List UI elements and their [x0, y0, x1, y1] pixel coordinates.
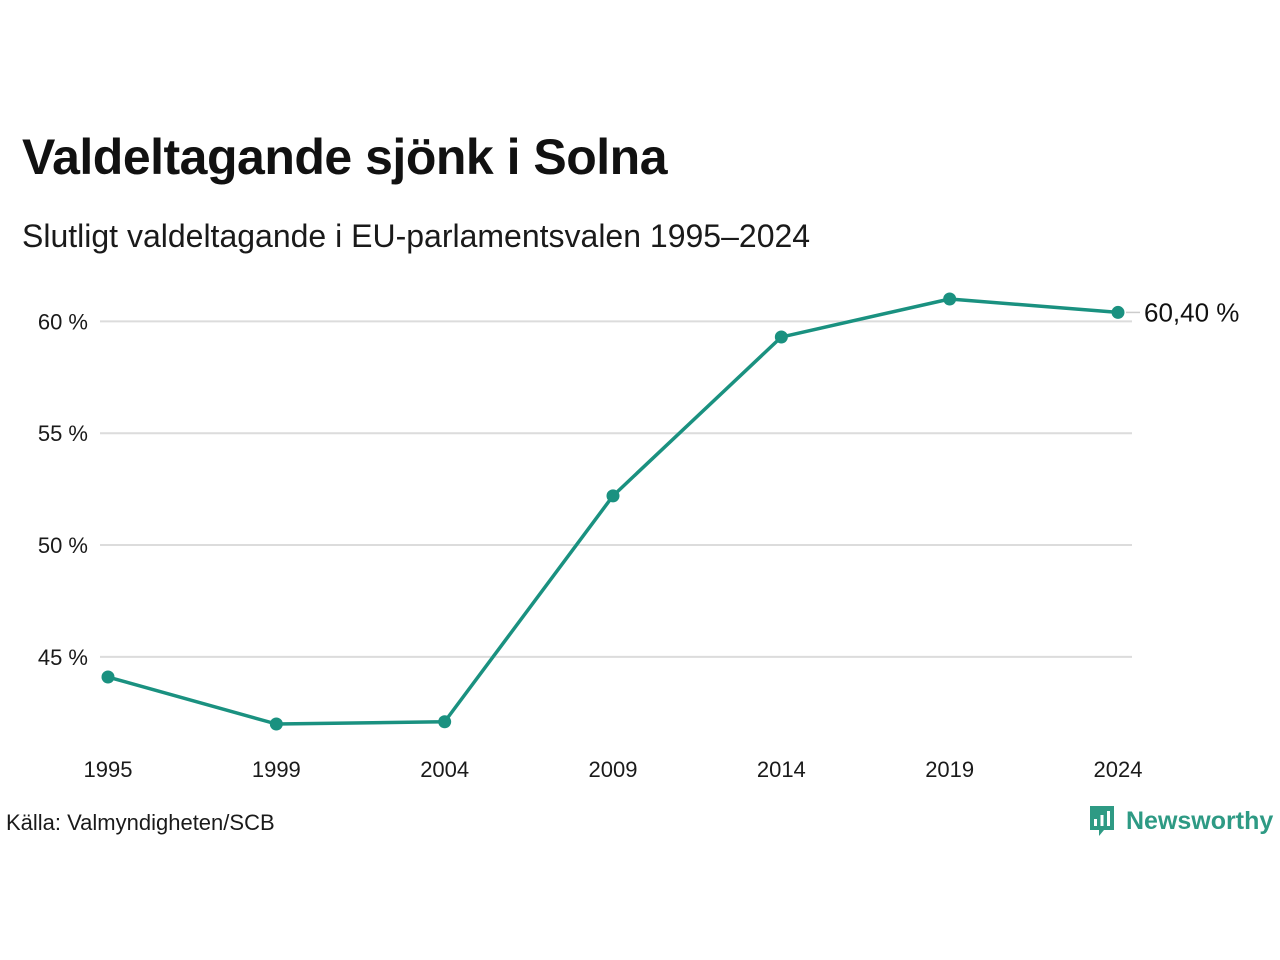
x-tick-label: 2004 [420, 757, 469, 782]
y-axis-tick-labels: 45 % 50 % 55 % 60 % [38, 309, 88, 670]
end-value-label: 60,40 % [1144, 297, 1239, 327]
data-point [101, 670, 115, 684]
y-tick-label: 45 % [38, 645, 88, 670]
data-point [774, 330, 788, 344]
end-label-group: 60,40 % [1126, 297, 1239, 327]
chart-subtitle: Slutligt valdeltagande i EU-parlamentsva… [22, 218, 811, 254]
x-tick-label: 1995 [84, 757, 133, 782]
chart-title: Valdeltagande sjönk i Solna [22, 129, 668, 185]
series-line [106, 297, 1120, 726]
newsworthy-logo: Newsworthy [1088, 804, 1273, 838]
series-group [101, 292, 1125, 731]
y-tick-label: 55 % [38, 421, 88, 446]
x-tick-label: 1999 [252, 757, 301, 782]
x-tick-label: 2024 [1094, 757, 1143, 782]
data-point [438, 715, 452, 729]
gridlines [100, 320, 1132, 658]
y-tick-label: 60 % [38, 309, 88, 334]
y-tick-label: 50 % [38, 533, 88, 558]
source-note: Källa: Valmyndigheten/SCB [6, 810, 275, 835]
x-tick-label: 2019 [925, 757, 974, 782]
data-point [269, 717, 283, 731]
data-point [1111, 305, 1125, 319]
data-point [606, 489, 620, 503]
bar-chart-speech-bubble-icon [1090, 806, 1114, 836]
logo-text: Newsworthy [1126, 806, 1274, 835]
x-axis-tick-labels: 1995 1999 2004 2009 2014 2019 2024 [84, 757, 1143, 782]
x-tick-label: 2009 [589, 757, 638, 782]
data-point [943, 292, 957, 306]
x-tick-label: 2014 [757, 757, 806, 782]
